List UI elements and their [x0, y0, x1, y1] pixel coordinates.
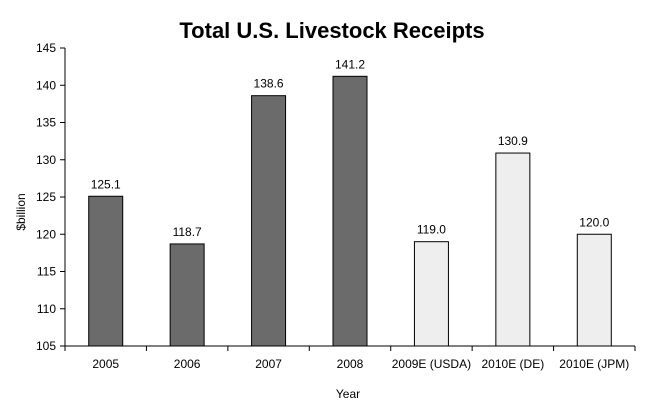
x-tick-label: 2007: [255, 357, 282, 371]
chart-title: Total U.S. Livestock Receipts: [179, 18, 484, 43]
bar: [169, 243, 205, 347]
bar: [413, 241, 449, 347]
x-tick-label: 2005: [92, 357, 119, 371]
bar-value-label: 125.1: [91, 177, 121, 191]
y-tick-label: 105: [36, 339, 56, 353]
bar-value-label: 119.0: [417, 223, 446, 237]
x-tick-label: 2010E (DE): [482, 357, 545, 371]
bar: [332, 75, 368, 347]
bar-value-label: 138.6: [254, 77, 284, 91]
bar: [495, 152, 531, 347]
y-tick-label: 130: [36, 153, 56, 167]
y-tick-label: 125: [36, 190, 56, 204]
x-tick-label: 2009E (USDA): [392, 357, 471, 371]
y-tick-label: 140: [36, 78, 56, 92]
x-tick-label: 2008: [337, 357, 364, 371]
x-tick-label: 2010E (JPM): [559, 357, 629, 371]
y-tick-label: 120: [36, 227, 56, 241]
bar-value-label: 141.2: [335, 57, 365, 71]
y-tick-label: 135: [36, 116, 56, 130]
bar-value-label: 118.7: [173, 225, 202, 239]
x-tick-label: 2006: [174, 357, 201, 371]
bar: [576, 233, 612, 347]
bar-value-label: 130.9: [498, 134, 528, 148]
y-axis-label: $billion: [14, 193, 28, 230]
x-axis-label: Year: [336, 387, 360, 401]
bar: [88, 195, 124, 347]
bar: [251, 95, 287, 347]
y-tick-label: 115: [37, 265, 56, 279]
bar-value-label: 120.0: [579, 215, 609, 229]
y-tick-label: 145: [36, 41, 56, 55]
y-tick-label: 110: [37, 302, 56, 316]
plot-area: 105 110 115 120 125 130 135 140 145 125.1 2005 118.…: [36, 41, 636, 371]
